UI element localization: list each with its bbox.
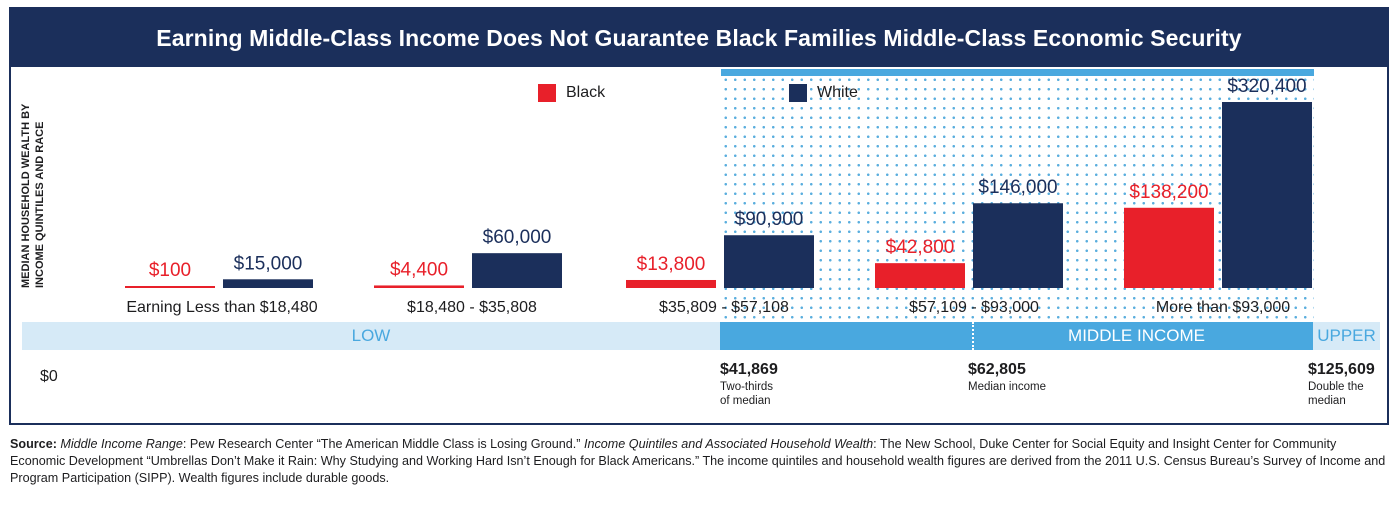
data-label-white-1: $15,000 <box>234 253 303 274</box>
data-label-black-3: $13,800 <box>637 254 706 275</box>
band-upper: UPPER <box>1313 322 1380 350</box>
bar-white-4 <box>973 203 1063 288</box>
bar-white-1 <box>223 279 313 288</box>
category-label-1: Earning Less than $18,480 <box>126 299 317 316</box>
middle-income-top-bar <box>721 69 1314 76</box>
bar-black-1 <box>125 286 215 288</box>
data-label-black-1: $100 <box>149 260 191 281</box>
category-label-5: More than $93,000 <box>1156 299 1290 316</box>
bar-white-5 <box>1222 102 1312 288</box>
marker-two-thirds: $41,869 Two-thirds of median <box>720 361 778 407</box>
bar-white-3 <box>724 235 814 288</box>
legend-black: Black <box>538 84 605 102</box>
category-label-4: $57,109 - $93,000 <box>909 299 1039 316</box>
chart-title: Earning Middle-Class Income Does Not Gua… <box>11 9 1387 67</box>
bar-white-2 <box>472 253 562 288</box>
bar-chart: $100 $15,000 Earning Less than $18,480 $4,4… <box>125 76 1312 316</box>
legend-black-label: Black <box>566 84 606 101</box>
data-label-white-3: $90,900 <box>735 209 804 230</box>
bar-black-5 <box>1124 207 1214 288</box>
legend-white: White <box>789 84 858 102</box>
bar-black-2 <box>374 285 464 288</box>
bar-black-3 <box>626 279 716 288</box>
data-label-white-4: $146,000 <box>978 177 1057 198</box>
band-low: LOW <box>22 322 720 350</box>
marker-median: $62,805 Median income <box>968 361 1046 393</box>
band-middle: MIDDLE INCOME <box>720 322 1313 350</box>
marker-zero: $0 <box>40 368 58 385</box>
data-label-black-2: $4,400 <box>390 259 448 280</box>
data-label-black-5: $138,200 <box>1129 182 1208 203</box>
median-divider <box>972 322 974 350</box>
category-label-3: $35,809 - $57,108 <box>659 299 789 316</box>
legend-white-swatch <box>789 84 807 102</box>
data-label-black-4: $42,800 <box>886 237 955 258</box>
data-label-white-2: $60,000 <box>483 227 552 248</box>
data-label-white-5: $320,400 <box>1227 76 1306 97</box>
source-note: Source: Middle Income Range: Pew Researc… <box>10 437 1386 485</box>
bar-black-4 <box>875 263 965 288</box>
category-label-2: $18,480 - $35,808 <box>407 299 537 316</box>
marker-double: $125,609 Double the median <box>1308 361 1375 407</box>
legend-black-swatch <box>538 84 556 102</box>
legend-white-label: White <box>817 84 858 101</box>
